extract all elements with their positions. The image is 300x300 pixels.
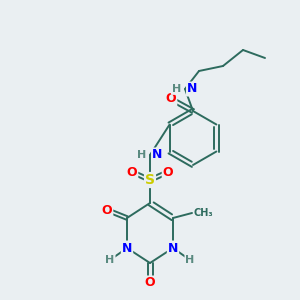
Text: H: H — [105, 255, 115, 265]
Text: O: O — [166, 92, 176, 106]
Text: H: H — [172, 84, 181, 94]
Text: O: O — [163, 166, 173, 178]
Text: O: O — [102, 203, 112, 217]
Text: O: O — [127, 166, 137, 178]
Text: N: N — [122, 242, 132, 254]
Text: N: N — [152, 148, 162, 161]
Text: H: H — [185, 255, 195, 265]
Text: S: S — [145, 173, 155, 187]
Text: H: H — [137, 150, 146, 160]
Text: N: N — [168, 242, 178, 254]
Text: N: N — [187, 82, 197, 95]
Text: CH₃: CH₃ — [194, 208, 214, 218]
Text: O: O — [145, 277, 155, 290]
